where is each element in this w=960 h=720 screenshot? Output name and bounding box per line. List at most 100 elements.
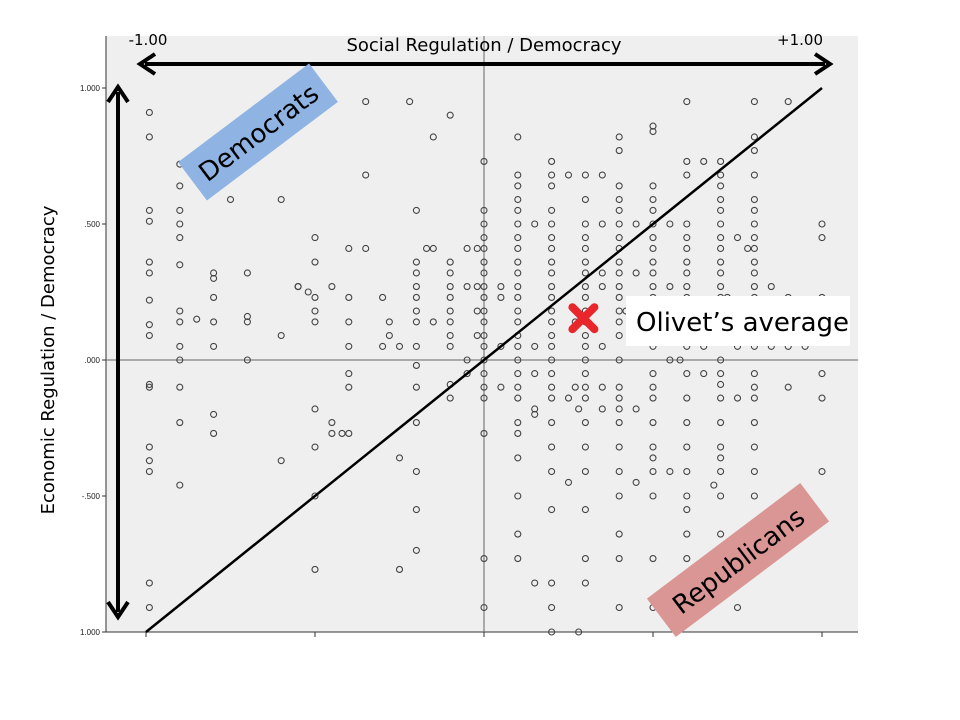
data-point bbox=[717, 394, 725, 402]
data-point bbox=[615, 206, 623, 214]
data-point bbox=[733, 394, 742, 402]
data-point bbox=[581, 244, 589, 253]
data-point bbox=[176, 342, 184, 350]
data-point bbox=[649, 182, 657, 190]
data-point bbox=[385, 318, 393, 326]
data-point bbox=[311, 258, 319, 266]
data-point bbox=[446, 342, 454, 350]
data-point bbox=[480, 157, 488, 165]
data-point bbox=[514, 318, 522, 326]
data-point bbox=[717, 195, 725, 204]
data-point bbox=[412, 307, 420, 315]
data-point bbox=[446, 258, 454, 266]
x-range-arrow bbox=[136, 52, 834, 76]
data-point bbox=[480, 555, 488, 563]
data-point bbox=[683, 234, 691, 242]
data-point bbox=[649, 220, 657, 228]
data-point bbox=[345, 318, 353, 326]
data-point bbox=[548, 293, 556, 301]
data-point bbox=[818, 234, 826, 242]
data-point bbox=[581, 555, 589, 563]
data-point bbox=[243, 269, 251, 277]
data-point bbox=[531, 405, 539, 413]
x-mark-icon bbox=[568, 303, 599, 334]
data-point bbox=[683, 258, 691, 266]
data-point bbox=[480, 429, 488, 437]
x-axis-ticks bbox=[145, 632, 823, 637]
data-point bbox=[328, 419, 336, 427]
data-point bbox=[412, 293, 420, 301]
data-point bbox=[700, 157, 708, 165]
data-point bbox=[649, 234, 657, 242]
data-point bbox=[784, 383, 792, 391]
y-tick-label: 1.000 bbox=[80, 84, 101, 93]
data-point bbox=[514, 283, 522, 291]
data-point bbox=[615, 443, 623, 451]
data-point bbox=[750, 283, 758, 291]
data-point bbox=[744, 244, 752, 253]
data-point bbox=[649, 122, 657, 130]
data-point bbox=[683, 419, 691, 427]
data-point bbox=[581, 293, 589, 301]
x-range-max-label: +1.00 bbox=[777, 31, 823, 49]
data-point bbox=[581, 443, 589, 451]
data-point bbox=[531, 220, 539, 228]
data-point bbox=[473, 307, 481, 315]
data-point bbox=[615, 258, 623, 266]
data-point bbox=[581, 342, 589, 350]
data-point bbox=[531, 579, 539, 587]
data-point bbox=[145, 467, 153, 476]
data-point bbox=[176, 419, 184, 427]
data-point bbox=[581, 195, 589, 204]
data-point bbox=[446, 293, 454, 301]
data-point bbox=[338, 429, 346, 437]
data-point bbox=[480, 370, 488, 378]
data-point bbox=[210, 274, 218, 282]
data-point bbox=[750, 492, 758, 500]
data-point bbox=[412, 361, 420, 369]
average-label: Olivet’s average bbox=[636, 308, 849, 338]
data-point bbox=[311, 293, 319, 301]
x-range-min-label: -1.00 bbox=[129, 31, 168, 49]
data-point bbox=[750, 206, 758, 214]
data-point bbox=[750, 147, 758, 155]
data-point bbox=[649, 283, 657, 291]
data-point bbox=[176, 307, 184, 315]
data-point bbox=[615, 555, 623, 563]
data-point bbox=[429, 133, 437, 141]
data-point bbox=[311, 492, 319, 500]
data-point bbox=[514, 356, 522, 364]
data-point bbox=[548, 269, 556, 277]
diagonal-fit-line bbox=[145, 87, 823, 633]
data-point bbox=[429, 318, 437, 326]
data-point bbox=[548, 394, 556, 402]
data-point bbox=[710, 481, 718, 489]
data-point bbox=[422, 244, 431, 253]
data-point bbox=[581, 467, 589, 476]
data-point bbox=[145, 269, 153, 277]
data-point bbox=[145, 443, 153, 451]
data-point bbox=[385, 331, 393, 340]
data-point bbox=[548, 628, 556, 636]
data-point bbox=[548, 579, 556, 587]
data-point bbox=[649, 467, 657, 476]
data-point bbox=[548, 182, 556, 190]
data-point bbox=[683, 370, 691, 378]
data-point bbox=[750, 98, 758, 106]
data-point bbox=[632, 220, 640, 228]
data-point bbox=[750, 220, 758, 228]
data-point bbox=[210, 293, 218, 301]
data-point bbox=[514, 530, 522, 538]
data-point bbox=[277, 195, 285, 204]
data-point bbox=[598, 383, 606, 391]
data-point bbox=[784, 98, 792, 106]
data-point bbox=[514, 258, 522, 266]
data-point bbox=[497, 293, 505, 301]
data-point bbox=[480, 342, 488, 350]
data-point bbox=[615, 356, 623, 364]
data-point bbox=[564, 478, 573, 486]
y-tick-label: .000 bbox=[84, 356, 100, 365]
data-point bbox=[581, 506, 589, 514]
data-point bbox=[548, 419, 556, 427]
data-point bbox=[666, 356, 674, 364]
